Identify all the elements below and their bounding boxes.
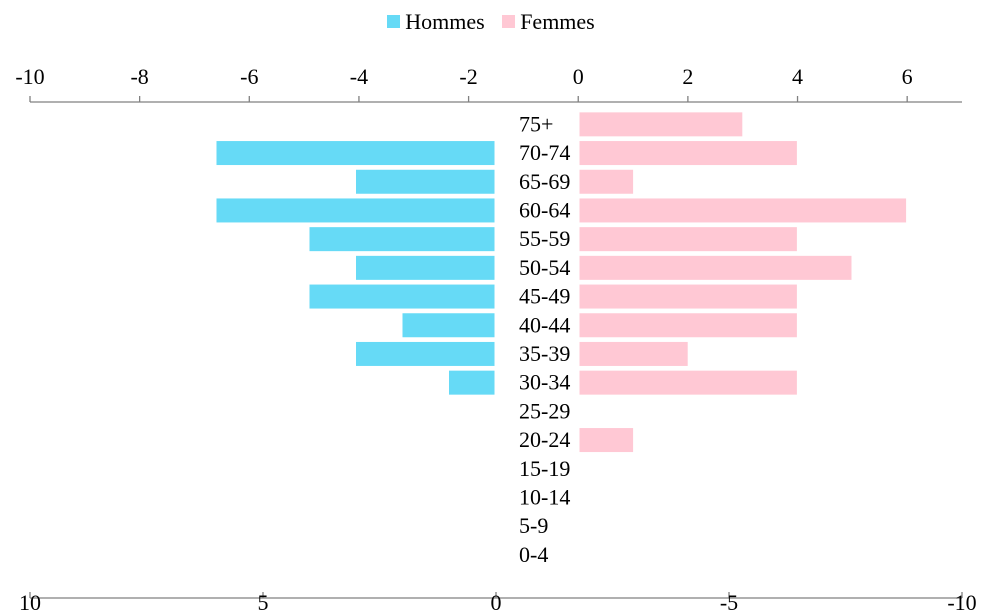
legend-swatch-hommes	[387, 15, 401, 28]
bar-hommes-70-74	[215, 140, 496, 167]
bar-femmes-20-24	[578, 427, 635, 454]
age-group-label: 50-54	[519, 255, 570, 280]
age-group-label: 40-44	[519, 312, 570, 337]
legend-item-hommes: Hommes	[387, 8, 485, 35]
age-group-label: 60-64	[519, 197, 570, 222]
bar-hommes-35-39	[355, 340, 496, 367]
bar-hommes-50-54	[355, 254, 496, 281]
top-axis-tick-label: -6	[240, 64, 258, 89]
age-group-label: 70-74	[519, 140, 570, 165]
top-axis-tick-label: -4	[350, 64, 368, 89]
bottom-axis-tick-label: 5	[258, 590, 269, 610]
legend-label-hommes: Hommes	[405, 8, 485, 34]
top-axis-tick-label: 2	[682, 64, 693, 89]
legend-item-femmes: Femmes	[502, 9, 595, 35]
age-group-label: 45-49	[519, 284, 570, 309]
bar-hommes-60-64	[215, 197, 496, 224]
age-group-label: 75+	[519, 111, 553, 136]
bar-hommes-55-59	[308, 226, 496, 253]
bar-femmes-40-44	[578, 312, 798, 339]
legend-label-femmes: Femmes	[520, 8, 595, 34]
bar-femmes-55-59	[578, 226, 798, 253]
bar-femmes-30-34	[578, 369, 798, 396]
bottom-axis-tick-label: 0	[491, 590, 502, 610]
bottom-axis-tick-label: -5	[720, 590, 738, 610]
bar-femmes-60-64	[578, 197, 908, 224]
age-group-label: 65-69	[519, 169, 570, 194]
top-axis-tick-label: -10	[15, 64, 44, 89]
bar-femmes-70-74	[578, 140, 798, 167]
age-group-label: 25-29	[519, 398, 570, 423]
top-axis-tick-label: 4	[792, 64, 803, 89]
top-axis-tick-label: 6	[902, 64, 913, 89]
bar-femmes-45-49	[578, 283, 798, 310]
bar-femmes-65-69	[578, 168, 635, 195]
age-group-label: 10-14	[519, 484, 570, 509]
bar-femmes-75+	[578, 111, 744, 138]
age-group-label: 30-34	[519, 370, 570, 395]
age-group-label: 35-39	[519, 341, 570, 366]
bar-femmes-35-39	[578, 340, 689, 367]
bar-hommes-65-69	[355, 168, 496, 195]
age-group-label: 5-9	[519, 513, 548, 538]
age-group-label: 55-59	[519, 226, 570, 251]
top-axis-tick-label: -8	[130, 64, 148, 89]
age-group-label: 20-24	[519, 427, 570, 452]
bottom-axis-tick-label: -10	[947, 590, 976, 610]
age-group-label: 15-19	[519, 456, 570, 481]
bar-hommes-40-44	[401, 312, 496, 339]
top-axis-tick-label: 0	[573, 64, 584, 89]
legend-swatch-femmes	[502, 15, 516, 28]
bar-hommes-45-49	[308, 283, 496, 310]
bar-femmes-50-54	[578, 254, 853, 281]
bottom-axis-tick-label: 10	[19, 590, 41, 610]
age-group-label: 0-4	[519, 542, 548, 567]
chart-legend: Hommes Femmes	[0, 8, 982, 35]
top-axis-tick-label: -2	[459, 64, 477, 89]
bar-hommes-30-34	[448, 369, 496, 396]
